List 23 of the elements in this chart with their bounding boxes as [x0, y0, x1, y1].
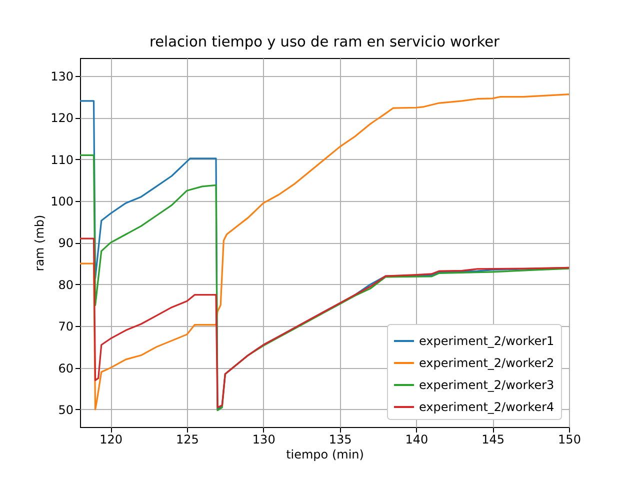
y-tick-label: 100: [50, 194, 74, 209]
x-tick-label: 140: [405, 432, 428, 446]
legend-label: experiment_2/worker2: [419, 356, 554, 370]
x-tick-label: 145: [482, 432, 505, 446]
x-tick-label: 125: [176, 432, 199, 446]
y-tick-label: 80: [58, 278, 74, 292]
y-tick-label: 130: [50, 69, 74, 84]
legend-label: experiment_2/worker1: [419, 334, 554, 348]
y-tick-label: 50: [58, 402, 74, 417]
y-tick-label: 60: [58, 361, 74, 376]
chart-title: relacion tiempo y uso de ram en servicio worker: [149, 34, 500, 50]
legend-label: experiment_2/worker3: [419, 378, 554, 392]
y-axis-title: ram (mb): [32, 214, 47, 272]
legend-label: experiment_2/worker4: [419, 400, 554, 414]
y-tick-label: 110: [50, 152, 74, 167]
y-tick-label: 70: [58, 320, 74, 334]
x-tick-label: 130: [252, 432, 276, 446]
y-tick-label: 120: [50, 111, 74, 126]
x-tick-label: 120: [100, 432, 123, 446]
x-tick-label: 135: [328, 432, 352, 446]
x-tick-label: 150: [558, 432, 581, 446]
y-tick-label: 90: [58, 236, 74, 250]
x-axis-title: tiempo (min): [286, 448, 364, 462]
